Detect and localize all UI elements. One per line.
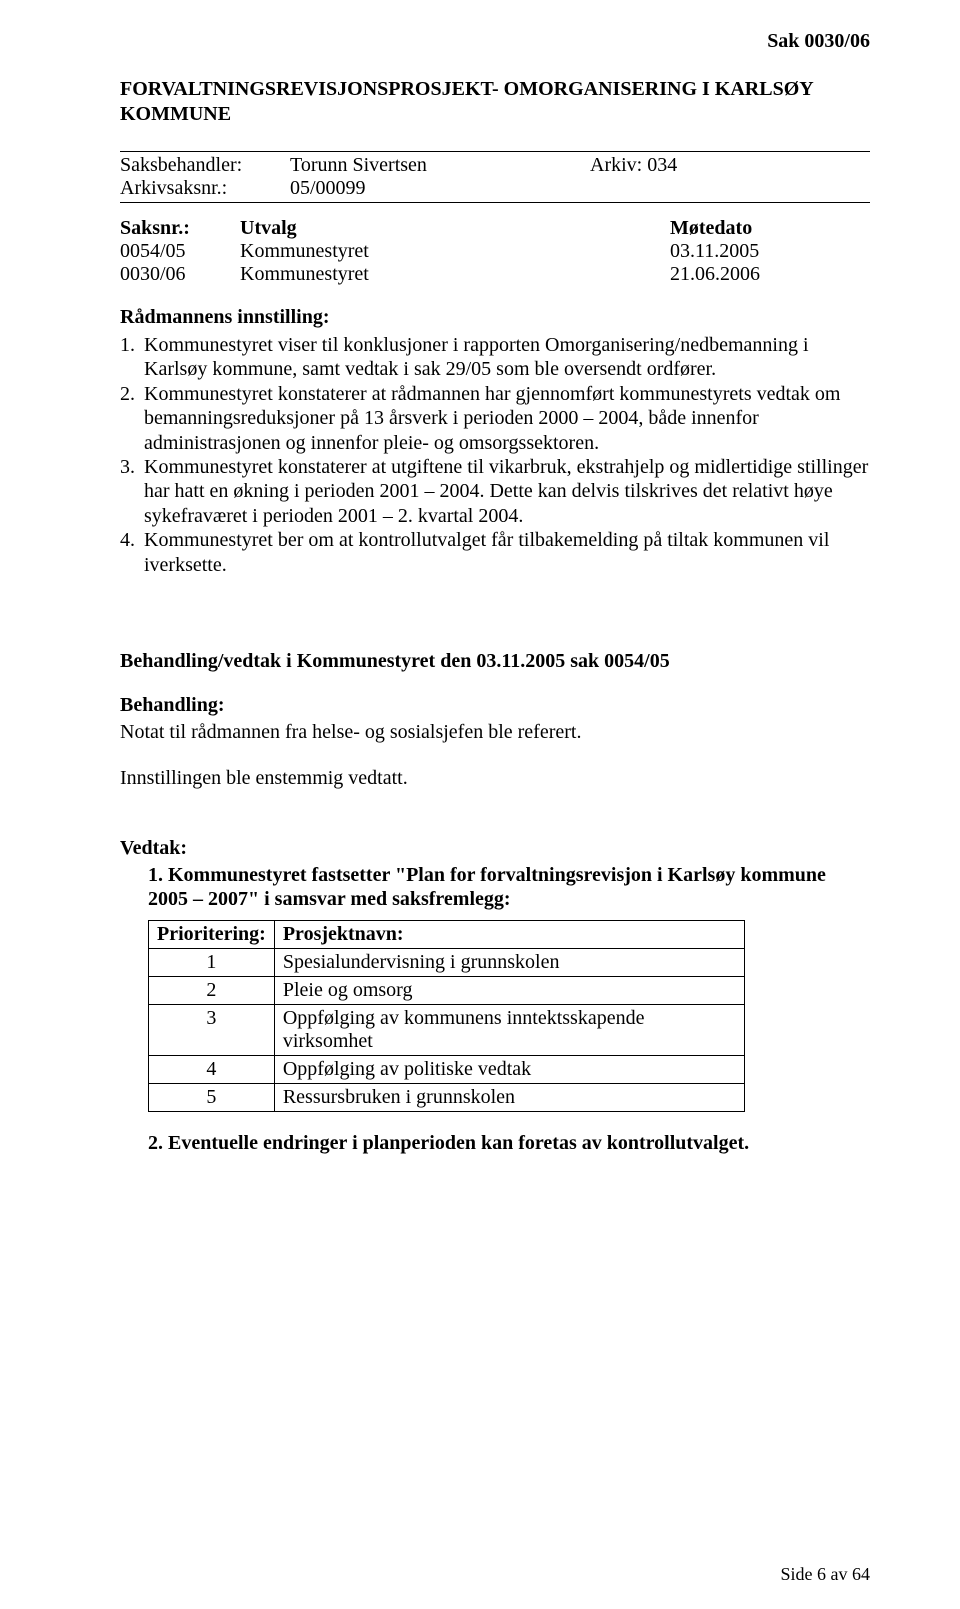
arkivsaksnr-value: 05/00099 xyxy=(290,177,590,200)
divider xyxy=(120,202,870,203)
case-utvalg: Kommunestyret xyxy=(240,240,670,263)
cell-name: Pleie og omsorg xyxy=(274,976,744,1004)
arkivsaksnr-label: Arkivsaksnr.: xyxy=(120,177,290,200)
vedtak-heading: Vedtak: xyxy=(120,836,870,860)
table-row: 3Oppfølging av kommunens inntektsskapend… xyxy=(149,1004,745,1055)
list-text: Kommunestyret ber om at kontrollutvalget… xyxy=(144,528,870,577)
col-dato: Møtedato xyxy=(670,217,870,240)
list-item: 1.Kommunestyret viser til konklusjoner i… xyxy=(120,333,870,382)
case-list-header: Saksnr.: Utvalg Møtedato xyxy=(120,217,870,240)
page: Sak 0030/06 FORVALTNINGSREVISJONSPROSJEK… xyxy=(0,0,960,1609)
list-text: Kommunestyret konstaterer at rådmannen h… xyxy=(144,382,870,455)
cell-name: Oppfølging av kommunens inntektsskapende… xyxy=(274,1004,744,1055)
title-line-2: KOMMUNE xyxy=(120,103,231,125)
list-text: Kommunestyret konstaterer at utgiftene t… xyxy=(144,455,870,528)
saksbehandler-label: Saksbehandler: xyxy=(120,154,290,177)
list-text: Kommunestyret viser til konklusjoner i r… xyxy=(144,333,870,382)
cell-num: 2 xyxy=(149,976,275,1004)
cell-num: 4 xyxy=(149,1055,275,1083)
case-dato: 03.11.2005 xyxy=(670,240,870,263)
meta-block: Saksbehandler: Torunn Sivertsen Arkiv: 0… xyxy=(120,154,870,200)
list-item: 4.Kommunestyret ber om at kontrollutvalg… xyxy=(120,528,870,577)
vedtak-para1: 1. Kommunestyret fastsetter "Plan for fo… xyxy=(120,863,870,912)
case-nr: 0030/06 xyxy=(120,263,240,286)
innstilling-list: 1.Kommunestyret viser til konklusjoner i… xyxy=(120,333,870,577)
vedtak-para2: 2. Eventuelle endringer i planperioden k… xyxy=(148,1132,870,1155)
behandling-line: Innstillingen ble enstemmig vedtatt. xyxy=(120,766,870,790)
table-row: 5Ressursbruken i grunnskolen xyxy=(149,1083,745,1111)
title-line-1: FORVALTNINGSREVISJONSPROSJEKT- OMORGANIS… xyxy=(120,78,814,100)
table-header-row: Prioritering: Prosjektnavn: xyxy=(149,920,745,948)
cell-name: Spesialundervisning i grunnskolen xyxy=(274,948,744,976)
innstilling-heading: Rådmannens innstilling: xyxy=(120,306,870,329)
behandling-heading: Behandling/vedtak i Kommunestyret den 03… xyxy=(120,649,870,673)
cell-num: 1 xyxy=(149,948,275,976)
behandling-subheading: Behandling: xyxy=(120,693,870,717)
cell-num: 5 xyxy=(149,1083,275,1111)
case-row: 0030/06 Kommunestyret 21.06.2006 xyxy=(120,263,870,286)
arkiv-label: Arkiv: 034 xyxy=(590,154,870,177)
project-table: Prioritering: Prosjektnavn: 1Spesialunde… xyxy=(148,920,745,1112)
saksbehandler-value: Torunn Sivertsen xyxy=(290,154,590,177)
page-title: FORVALTNINGSREVISJONSPROSJEKT- OMORGANIS… xyxy=(120,77,870,127)
col-prosjektnavn: Prosjektnavn: xyxy=(274,920,744,948)
page-footer: Side 6 av 64 xyxy=(781,1564,871,1585)
case-id: Sak 0030/06 xyxy=(120,30,870,53)
table-row: 1Spesialundervisning i grunnskolen xyxy=(149,948,745,976)
divider xyxy=(120,151,870,152)
list-item: 3.Kommunestyret konstaterer at utgiftene… xyxy=(120,455,870,528)
case-utvalg: Kommunestyret xyxy=(240,263,670,286)
cell-name: Oppfølging av politiske vedtak xyxy=(274,1055,744,1083)
case-list-rows: 0054/05 Kommunestyret 03.11.2005 0030/06… xyxy=(120,240,870,286)
behandling-line: Notat til rådmannen fra helse- og sosial… xyxy=(120,720,870,744)
case-nr: 0054/05 xyxy=(120,240,240,263)
case-row: 0054/05 Kommunestyret 03.11.2005 xyxy=(120,240,870,263)
col-prioritering: Prioritering: xyxy=(149,920,275,948)
table-row: 2Pleie og omsorg xyxy=(149,976,745,1004)
cell-name: Ressursbruken i grunnskolen xyxy=(274,1083,744,1111)
col-saksnr: Saksnr.: xyxy=(120,217,240,240)
cell-num: 3 xyxy=(149,1004,275,1055)
list-item: 2.Kommunestyret konstaterer at rådmannen… xyxy=(120,382,870,455)
case-dato: 21.06.2006 xyxy=(670,263,870,286)
table-row: 4Oppfølging av politiske vedtak xyxy=(149,1055,745,1083)
col-utvalg: Utvalg xyxy=(240,217,670,240)
